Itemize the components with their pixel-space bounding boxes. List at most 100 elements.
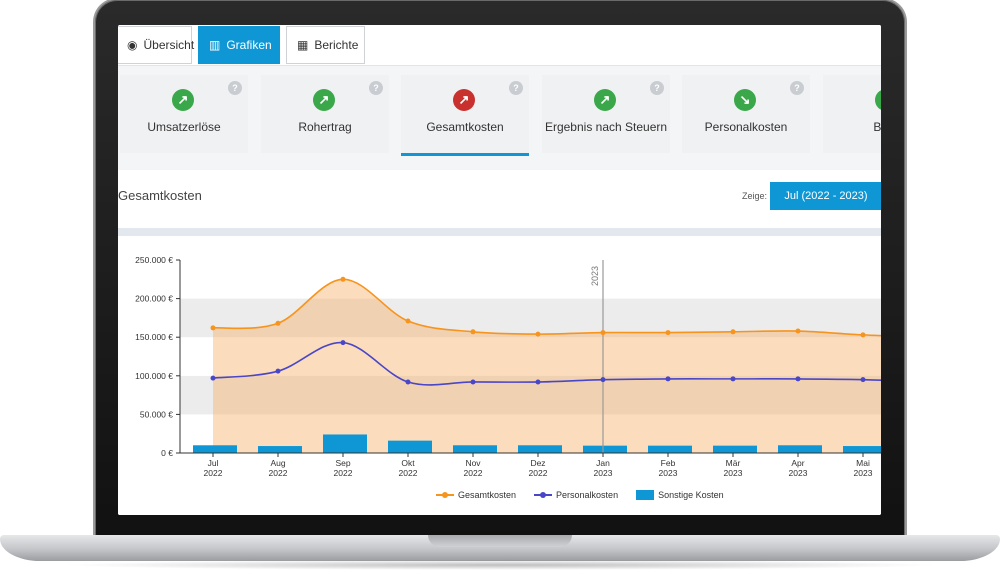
help-icon[interactable]: ? (790, 81, 804, 95)
kpi-label: Gesamtkosten (426, 120, 504, 134)
period-select-button[interactable]: Jul (2022 - 2023) (770, 182, 881, 210)
tab-label: Übersicht (143, 38, 195, 52)
kpi-label: Personalkosten (704, 120, 788, 134)
kpi-card-gesamtkosten[interactable]: ↗ ? Gesamtkosten (401, 75, 529, 156)
point-personalkosten (860, 377, 866, 383)
kpi-row: ↗ ? Umsatzerlöse ↗ ? Rohertrag ↗ ? Gesam… (118, 75, 881, 157)
x-tick-label: Aug 2022 (269, 458, 288, 478)
bar-sonstige-kosten (518, 445, 562, 453)
chart-header: Gesamtkosten Zeige: Jul (2022 - 2023) (118, 170, 881, 228)
chart-legend: Gesamtkosten Personalkosten Sonstige Kos… (436, 490, 724, 500)
point-personalkosten (340, 340, 346, 346)
trend-arrow-up-icon: ↗ (594, 89, 616, 111)
trend-arrow-down-icon: ↘ (734, 89, 756, 111)
cost-chart: 2023 0 € 50.000 € 100.000 € 150.000 € 200.000… (135, 255, 881, 478)
legend-item-gesamtkosten[interactable]: Gesamtkosten (436, 490, 516, 500)
gesamtkosten-line (212, 278, 881, 337)
legend-item-personalkosten[interactable]: Personalkosten (534, 490, 618, 500)
point-personalkosten (210, 375, 216, 381)
kpi-card-bank[interactable]: ↗ ? Bank (823, 75, 881, 153)
app-screen: ◉ Übersicht ▥ Grafiken ▦ Berichte ↗ ? Um… (118, 25, 881, 515)
tab-grafiken[interactable]: ▥ Grafiken (198, 26, 280, 64)
point-personalkosten (405, 379, 411, 385)
plot-band (180, 337, 881, 376)
help-icon[interactable]: ? (650, 81, 664, 95)
y-tick-label: 0 € (161, 448, 173, 458)
help-icon[interactable]: ? (228, 81, 242, 95)
personalkosten-line (212, 341, 881, 386)
point-gesamtkosten (535, 331, 541, 337)
kpi-card-personalkosten[interactable]: ↘ ? Personalkosten (682, 75, 810, 153)
bar-sonstige-kosten (648, 445, 692, 453)
table-icon: ▦ (297, 38, 309, 52)
bar-sonstige-kosten (323, 434, 367, 453)
trend-arrow-up-icon: ↗ (453, 89, 475, 111)
kpi-card-rohertrag[interactable]: ↗ ? Rohertrag (261, 75, 389, 153)
show-label: Zeige: (742, 191, 768, 201)
legend-item-sonstige-kosten[interactable]: Sonstige Kosten (636, 490, 724, 500)
trend-arrow-up-icon: ↗ (172, 89, 194, 111)
point-personalkosten (795, 376, 801, 382)
kpi-card-ergebnis-nach-steuern[interactable]: ↗ ? Ergebnis nach Steuern (542, 75, 670, 153)
bar-sonstige-kosten (583, 445, 627, 453)
bar-sonstige-kosten (778, 445, 822, 453)
kpi-label: Bank (873, 120, 881, 134)
x-tick-label: Feb 2023 (659, 458, 678, 478)
view-tabs: ◉ Übersicht ▥ Grafiken ▦ Berichte (118, 25, 881, 66)
bar-chart-icon: ▥ (209, 38, 221, 52)
point-gesamtkosten (665, 330, 671, 336)
chart-area: 2023 0 € 50.000 € 100.000 € 150.000 € 200.000… (118, 236, 881, 515)
dashboard-icon: ◉ (127, 38, 138, 52)
point-gesamtkosten (600, 330, 606, 336)
kpi-label: Rohertrag (298, 120, 352, 134)
year-marker-label: 2023 (590, 266, 600, 286)
x-tick-label: Mär 2023 (724, 458, 743, 478)
bar-sonstige-kosten (713, 445, 757, 453)
laptop-notch (428, 535, 572, 547)
tab-berichte[interactable]: ▦ Berichte (286, 26, 365, 64)
bar-sonstige-kosten (453, 445, 497, 453)
point-personalkosten (665, 376, 671, 382)
y-tick-label: 150.000 € (135, 332, 173, 342)
y-tick-label: 100.000 € (135, 371, 173, 381)
point-gesamtkosten (340, 276, 346, 282)
point-personalkosten (535, 379, 541, 385)
point-personalkosten (275, 368, 281, 374)
x-tick-label: Dez 2022 (529, 458, 548, 478)
point-gesamtkosten (275, 320, 281, 326)
divider-band (118, 228, 881, 236)
trend-arrow-up-icon: ↗ (313, 89, 335, 111)
bar-sonstige-kosten (388, 440, 432, 453)
tab-label: Berichte (314, 38, 359, 52)
y-tick-label: 200.000 € (135, 294, 173, 304)
point-gesamtkosten (795, 328, 801, 334)
y-tick-label: 50.000 € (140, 409, 173, 419)
x-tick-label: Mai 2023 (854, 458, 873, 478)
bar-sonstige-kosten (843, 446, 881, 453)
help-icon[interactable]: ? (369, 81, 383, 95)
point-gesamtkosten (470, 329, 476, 335)
trend-arrow-up-icon: ↗ (875, 89, 881, 111)
x-tick-label: Jul 2022 (204, 458, 223, 478)
bar-sonstige-kosten (193, 445, 237, 453)
bar-sonstige-kosten (258, 446, 302, 453)
plot-band (180, 260, 881, 299)
x-tick-label: Nov 2022 (464, 458, 483, 478)
kpi-card-umsatzerloese[interactable]: ↗ ? Umsatzerlöse (120, 75, 248, 153)
gesamtkosten-area (213, 279, 881, 453)
tab-uebersicht[interactable]: ◉ Übersicht (118, 26, 195, 64)
kpi-label: Umsatzerlöse (147, 120, 221, 134)
x-tick-label: Sep 2022 (334, 458, 353, 478)
point-gesamtkosten (860, 332, 866, 338)
help-icon[interactable]: ? (509, 81, 523, 95)
point-gesamtkosten (210, 325, 216, 331)
x-tick-label: Apr 2023 (789, 458, 808, 478)
tab-label: Grafiken (226, 38, 272, 52)
x-tick-label: Okt 2022 (399, 458, 418, 478)
y-tick-label: 250.000 € (135, 255, 173, 265)
chart-title: Gesamtkosten (118, 188, 202, 203)
kpi-label: Ergebnis nach Steuern (544, 120, 668, 134)
point-personalkosten (470, 379, 476, 385)
point-personalkosten (600, 377, 606, 383)
point-gesamtkosten (405, 318, 411, 324)
